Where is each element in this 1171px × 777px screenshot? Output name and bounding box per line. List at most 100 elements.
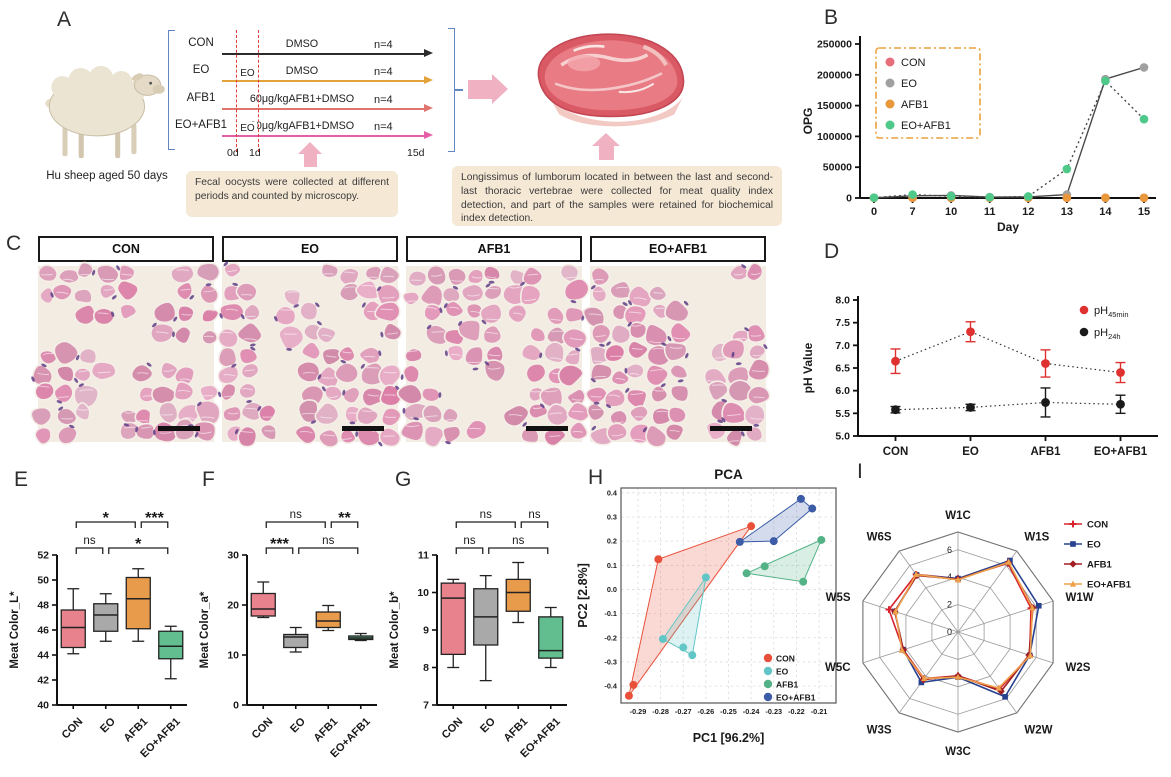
flow-arrow-right-icon (468, 74, 508, 104)
svg-text:8.0: 8.0 (835, 295, 850, 307)
svg-text:W2S: W2S (1065, 662, 1090, 674)
svg-text:AFB1: AFB1 (1030, 446, 1061, 458)
panel-g-tag: G (395, 468, 412, 491)
svg-text:EO: EO (901, 78, 917, 90)
svg-text:0: 0 (871, 206, 877, 218)
svg-text:7.5: 7.5 (835, 317, 850, 329)
svg-text:0.1: 0.1 (607, 561, 617, 570)
svg-text:W2W: W2W (1024, 724, 1052, 736)
ph-value-chart: 5.0 5.5 6.0 6.5 7.0 7.5 8.0 CON EO AFB1 EO+AFB1 pH … (801, 295, 1158, 458)
svg-text:CON: CON (901, 57, 926, 69)
svg-text:AFB1: AFB1 (122, 716, 151, 745)
svg-text:Day: Day (997, 220, 1019, 234)
svg-text:W1S: W1S (1024, 532, 1049, 544)
svg-text:0.4: 0.4 (607, 488, 618, 497)
svg-text:15: 15 (1138, 206, 1150, 218)
sheep-illustration (45, 65, 165, 159)
svg-text:CON: CON (250, 716, 276, 742)
panel-b-tag: B (824, 6, 839, 29)
treatment-text: DMSO (285, 38, 319, 50)
group-label: CON (188, 37, 214, 49)
svg-text:EO+AFB1: EO+AFB1 (1094, 446, 1148, 458)
time-label-0d: 0d (227, 147, 239, 159)
histology-header-eoafb1: EO+AFB1 (590, 236, 766, 262)
bracket-tick (455, 89, 463, 91)
svg-text:AFB1: AFB1 (901, 99, 929, 111)
svg-text:***: *** (145, 510, 164, 527)
svg-text:W5C: W5C (825, 662, 851, 674)
svg-text:100000: 100000 (817, 131, 852, 143)
timeline-arrow-icon (424, 76, 433, 84)
svg-text:44: 44 (37, 650, 49, 662)
svg-text:42: 42 (37, 675, 49, 687)
group-n: n=4 (374, 39, 393, 51)
time-label-1d: 1d (249, 147, 261, 159)
svg-text:7: 7 (423, 700, 429, 712)
timeline-arrow-icon (424, 131, 433, 139)
svg-text:48: 48 (37, 600, 49, 612)
treatment-text: 60μg/kgAFB1+DMSO (249, 93, 355, 105)
svg-text:7.0: 7.0 (835, 340, 850, 352)
svg-text:W5S: W5S (826, 592, 851, 604)
group-label: AFB1 (186, 92, 216, 104)
svg-text:52: 52 (37, 550, 49, 562)
svg-text:CON: CON (883, 446, 909, 458)
svg-text:EO: EO (98, 715, 118, 735)
svg-text:9: 9 (423, 625, 429, 637)
histology-image-eo (217, 261, 404, 448)
svg-text:-0.4: -0.4 (604, 682, 618, 691)
svg-text:EO: EO (288, 715, 308, 735)
svg-text:ns: ns (463, 535, 475, 547)
opg-line-chart: 0 50000 100000 150000 200000 250000 0 7 10 11 12 13… (801, 36, 1156, 234)
svg-text:W3C: W3C (945, 746, 971, 758)
svg-text:-0.1: -0.1 (604, 609, 617, 618)
svg-text:200000: 200000 (817, 69, 852, 81)
svg-text:EO: EO (962, 446, 979, 458)
eo-pretreatment-box: EO (238, 67, 257, 80)
histology-header-afb1: AFB1 (406, 236, 582, 262)
svg-text:CON: CON (60, 716, 86, 742)
svg-text:0.3: 0.3 (607, 512, 617, 521)
timeline-line (222, 108, 424, 110)
svg-text:EO+AFB1: EO+AFB1 (776, 693, 816, 703)
svg-text:5.0: 5.0 (835, 431, 850, 443)
svg-text:-0.25: -0.25 (720, 707, 737, 716)
panel-a-tag: A (57, 8, 72, 31)
svg-text:10: 10 (945, 206, 957, 218)
svg-text:-0.28: -0.28 (652, 707, 669, 716)
svg-text:0: 0 (947, 627, 952, 637)
svg-text:0.0: 0.0 (607, 585, 617, 594)
treatment-text: 60μg/kgAFB1+DMSO (249, 120, 355, 132)
svg-text:W1C: W1C (945, 510, 971, 522)
svg-text:W3S: W3S (867, 724, 892, 736)
svg-text:W1W: W1W (1065, 592, 1093, 604)
svg-text:EO+AFB1: EO+AFB1 (1087, 580, 1132, 591)
note-arrow-up-icon (298, 142, 322, 167)
svg-text:-0.26: -0.26 (698, 707, 715, 716)
svg-text:*: * (135, 536, 142, 553)
svg-text:Meat Color_L*: Meat Color_L* (9, 591, 21, 669)
group-n: n=4 (374, 66, 393, 78)
svg-text:-0.2: -0.2 (604, 633, 617, 642)
group-n: n=4 (374, 94, 393, 106)
svg-text:pH24h: pH24h (1094, 327, 1121, 341)
meat-arrow-up-icon (592, 133, 620, 160)
histology-header-con: CON (38, 236, 214, 262)
group-bracket-left (168, 30, 175, 150)
group-label: EO (192, 64, 210, 76)
svg-text:11: 11 (418, 550, 429, 562)
note-fecal-oocysts: Fecal oocysts were collected at differen… (186, 171, 398, 217)
svg-text:**: ** (338, 510, 351, 527)
timeline-dashed-line-0d (236, 30, 237, 152)
group-n: n=4 (374, 121, 393, 133)
svg-text:30: 30 (227, 550, 239, 562)
svg-text:EO: EO (776, 667, 789, 677)
svg-text:AFB1: AFB1 (1087, 560, 1113, 571)
svg-text:AFB1: AFB1 (312, 716, 341, 745)
svg-text:AFB1: AFB1 (776, 680, 798, 690)
timeline-line (222, 80, 424, 82)
svg-text:-0.21: -0.21 (811, 707, 828, 716)
svg-text:5.5: 5.5 (835, 408, 850, 420)
